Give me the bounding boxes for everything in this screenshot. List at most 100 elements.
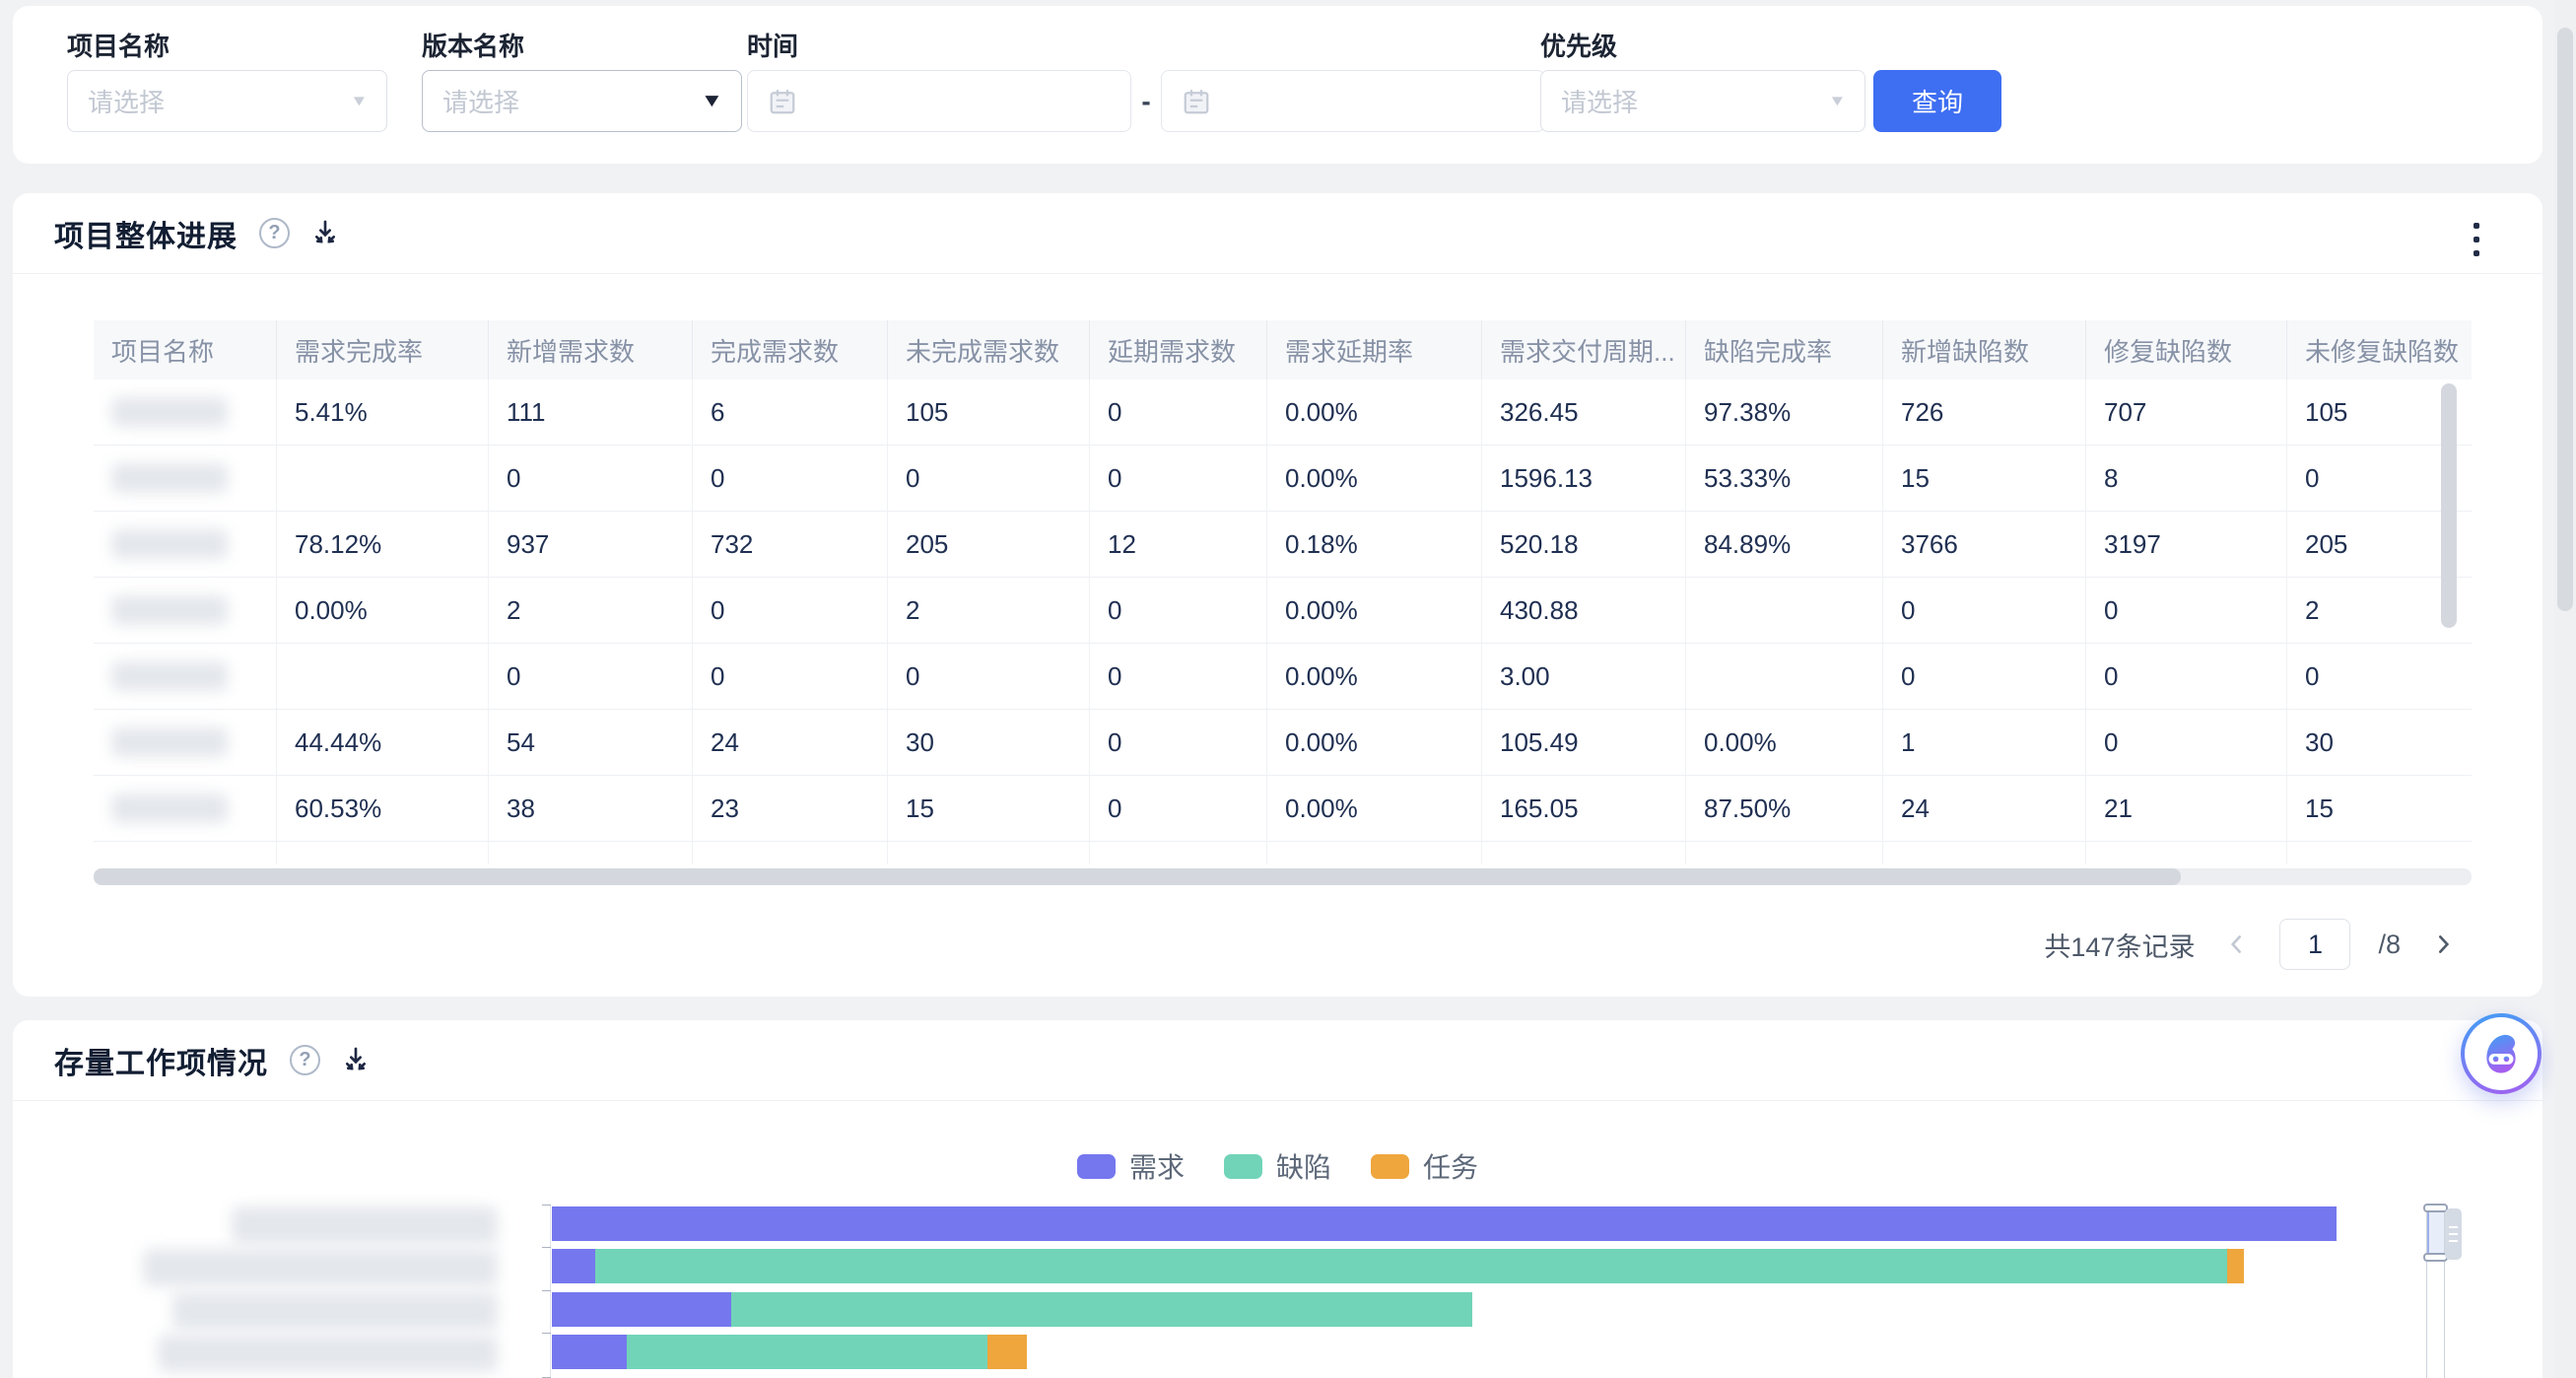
table-cell: 84.89% xyxy=(1686,512,1883,577)
stock-panel-title: 存量工作项情况 xyxy=(54,1039,268,1082)
table-cell: 205 xyxy=(888,512,1090,577)
table-cell: 0 xyxy=(693,644,888,709)
table-cell xyxy=(2086,842,2287,864)
table-cell: 0 xyxy=(1090,379,1267,445)
chart-zoom-window[interactable] xyxy=(2427,1208,2444,1258)
table-vertical-scrollbar[interactable] xyxy=(2440,383,2458,866)
redacted-project-name xyxy=(111,661,228,691)
robot-icon xyxy=(2465,1017,2538,1090)
column-header: 未完成需求数 xyxy=(888,320,1090,379)
table-cell: 0.00% xyxy=(1267,710,1482,775)
date-start-input[interactable] xyxy=(747,70,1131,132)
table-cell: 15 xyxy=(888,776,1090,841)
table-cell: 2 xyxy=(888,578,1090,643)
table-cell: 3766 xyxy=(1883,512,2086,577)
prev-page-icon[interactable] xyxy=(2222,930,2252,959)
table-horizontal-scroll-thumb[interactable] xyxy=(94,868,2181,885)
pagination: 共147条记录 /8 xyxy=(2044,919,2458,970)
page-scroll-thumb[interactable] xyxy=(2557,28,2573,611)
project-name-cell xyxy=(94,842,277,864)
priority-select[interactable]: 请选择 ▼ xyxy=(1540,70,1865,132)
ai-assistant-button[interactable] xyxy=(2461,1013,2542,1094)
axis-tick xyxy=(542,1247,551,1248)
version-name-select[interactable]: 请选择 ▼ xyxy=(422,70,742,132)
project-name-cell xyxy=(94,776,277,841)
project-name-cell xyxy=(94,512,277,577)
table-cell: 0.18% xyxy=(1267,512,1482,577)
table-cell: 6 xyxy=(693,379,888,445)
page-number-input[interactable] xyxy=(2279,919,2350,970)
table-cell: 111 xyxy=(489,379,693,445)
table-cell: 21 xyxy=(2086,776,2287,841)
project-name-select[interactable]: 请选择 ▼ xyxy=(67,70,387,132)
table-cell: 87.50% xyxy=(1686,776,1883,841)
bar-segment-任务 xyxy=(2227,1249,2244,1283)
project-name-cell xyxy=(94,644,277,709)
filter-time: 时间 - xyxy=(747,31,1545,132)
date-end-input[interactable] xyxy=(1161,70,1545,132)
column-header: 新增缺陷数 xyxy=(1883,320,2086,379)
legend-item-需求[interactable]: 需求 xyxy=(1077,1146,1185,1186)
next-page-icon[interactable] xyxy=(2428,930,2458,959)
legend-swatch xyxy=(1371,1154,1409,1179)
export-icon[interactable] xyxy=(340,1045,372,1076)
export-icon[interactable] xyxy=(309,218,341,249)
table-cell: 0.00% xyxy=(277,578,489,643)
filter-version: 版本名称 请选择 ▼ xyxy=(422,31,742,132)
table-cell: 0 xyxy=(888,644,1090,709)
time-label: 时间 xyxy=(747,31,1545,70)
bar-plot xyxy=(550,1205,2403,1378)
calendar-icon xyxy=(768,87,797,116)
table-cell xyxy=(277,644,489,709)
table-cell: 2 xyxy=(489,578,693,643)
table-cell: 0.00% xyxy=(1267,379,1482,445)
query-button[interactable]: 查询 xyxy=(1873,70,2001,132)
table-vertical-scroll-thumb[interactable] xyxy=(2441,383,2457,628)
record-count: 共147条记录 xyxy=(2044,926,2195,964)
project-name-cell xyxy=(94,710,277,775)
table-cell: 8 xyxy=(2086,446,2287,511)
table-cell: 0 xyxy=(2086,644,2287,709)
column-header: 项目名称 xyxy=(94,320,277,379)
column-header: 缺陷完成率 xyxy=(1686,320,1883,379)
table-cell: 0 xyxy=(1883,578,2086,643)
table-cell: 24 xyxy=(1883,776,2086,841)
table-cell: 520.18 xyxy=(1482,512,1686,577)
table-cell: 12 xyxy=(1090,512,1267,577)
page-scrollbar[interactable] xyxy=(2554,0,2576,1378)
table-cell xyxy=(1686,644,1883,709)
table-cell: 23 xyxy=(693,776,888,841)
axis-tick xyxy=(542,1205,551,1206)
legend-label: 需求 xyxy=(1129,1146,1185,1186)
table-cell xyxy=(1482,842,1686,864)
table-cell: 0 xyxy=(489,644,693,709)
table-cell xyxy=(693,842,888,864)
table-cell: 732 xyxy=(693,512,888,577)
table-cell xyxy=(277,842,489,864)
chart-zoom-grip[interactable] xyxy=(2445,1208,2462,1260)
chart-zoom-slider[interactable] xyxy=(2426,1206,2445,1378)
more-menu-icon[interactable] xyxy=(2470,219,2483,260)
bar-segment-需求 xyxy=(552,1206,2337,1241)
page-total: /8 xyxy=(2378,930,2401,960)
column-header: 修复缺陷数 xyxy=(2086,320,2287,379)
legend-item-缺陷[interactable]: 缺陷 xyxy=(1224,1146,1331,1186)
version-select-placeholder: 请选择 xyxy=(442,83,703,119)
table-horizontal-scrollbar[interactable] xyxy=(94,868,2472,885)
help-icon[interactable]: ? xyxy=(290,1045,320,1075)
table-cell: 0.00% xyxy=(1267,578,1482,643)
table-cell: 15 xyxy=(1883,446,2086,511)
table-cell: 0 xyxy=(2086,578,2287,643)
table-cell: 3.00 xyxy=(1482,644,1686,709)
project-name-label: 项目名称 xyxy=(67,31,387,70)
redacted-category-label xyxy=(172,1292,498,1330)
project-name-cell xyxy=(94,578,277,643)
calendar-icon xyxy=(1182,87,1211,116)
help-icon[interactable]: ? xyxy=(259,218,290,248)
table-cell: 44.44% xyxy=(277,710,489,775)
redacted-project-name xyxy=(111,463,228,493)
legend-item-任务[interactable]: 任务 xyxy=(1371,1146,1478,1186)
table-cell: 97.38% xyxy=(1686,379,1883,445)
table-cell: 105 xyxy=(888,379,1090,445)
table-cell: 326.45 xyxy=(1482,379,1686,445)
